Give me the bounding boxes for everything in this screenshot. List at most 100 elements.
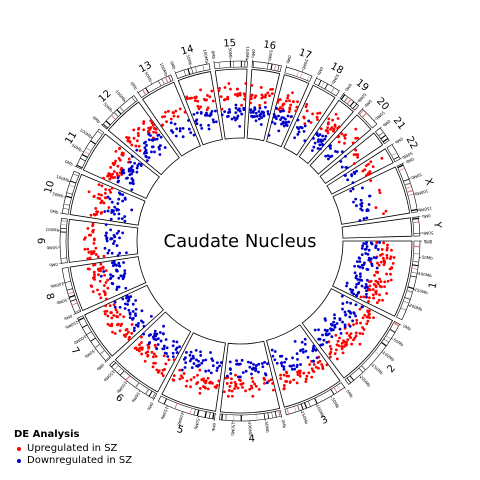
point-downregulated xyxy=(254,369,258,373)
point-downregulated xyxy=(153,137,157,141)
chromosome-label-8: 8 xyxy=(43,292,55,301)
point-downregulated xyxy=(293,340,297,343)
point-upregulated xyxy=(243,94,247,98)
point-downregulated xyxy=(355,204,358,208)
point-upregulated xyxy=(350,342,354,346)
point-downregulated xyxy=(159,135,163,139)
point-upregulated xyxy=(127,337,131,341)
point-upregulated xyxy=(324,129,328,132)
point-upregulated xyxy=(369,172,372,175)
point-downregulated xyxy=(274,106,278,110)
chromosome-label-12: 12 xyxy=(97,88,114,105)
point-downregulated xyxy=(147,342,151,346)
point-downregulated xyxy=(192,362,196,365)
point-downregulated xyxy=(365,278,369,282)
chromosome-label-7: 7 xyxy=(69,345,82,356)
point-downregulated xyxy=(327,332,331,336)
point-downregulated xyxy=(295,126,299,129)
tick-mark xyxy=(381,351,384,354)
point-downregulated xyxy=(152,334,156,338)
point-upregulated xyxy=(289,103,293,107)
point-upregulated xyxy=(329,355,332,359)
point-downregulated xyxy=(339,331,343,335)
tick-label: 100Mb xyxy=(159,62,169,77)
point-upregulated xyxy=(137,127,140,131)
point-upregulated xyxy=(196,373,199,377)
point-downregulated xyxy=(264,105,267,109)
ideogram-chr-6 xyxy=(109,360,158,400)
point-upregulated xyxy=(108,304,112,307)
tick-mark xyxy=(104,361,107,363)
point-downregulated xyxy=(352,200,355,204)
tick-mark xyxy=(399,323,402,326)
point-downregulated xyxy=(360,278,364,282)
point-downregulated xyxy=(122,168,125,172)
point-upregulated xyxy=(210,381,214,385)
point-downregulated xyxy=(204,358,208,362)
point-downregulated xyxy=(349,287,352,291)
point-upregulated xyxy=(113,176,117,179)
tick-mark xyxy=(111,111,114,114)
point-downregulated xyxy=(172,340,176,343)
point-upregulated xyxy=(210,89,214,93)
point-downregulated xyxy=(228,110,232,114)
point-upregulated xyxy=(310,375,314,379)
ideogram-chr-17 xyxy=(284,66,313,82)
point-upregulated xyxy=(302,371,306,375)
point-downregulated xyxy=(320,142,324,146)
point-downregulated xyxy=(125,294,129,298)
point-downregulated xyxy=(122,171,126,175)
point-downregulated xyxy=(324,134,328,138)
point-downregulated xyxy=(115,285,119,289)
point-upregulated xyxy=(112,314,116,317)
point-downregulated xyxy=(315,356,319,360)
point-downregulated xyxy=(300,126,304,130)
point-downregulated xyxy=(323,137,327,141)
point-downregulated xyxy=(344,154,347,158)
point-downregulated xyxy=(343,325,347,329)
point-downregulated xyxy=(228,360,232,364)
point-upregulated xyxy=(383,280,387,284)
point-upregulated xyxy=(372,296,376,300)
point-downregulated xyxy=(340,294,344,298)
point-upregulated xyxy=(134,144,138,148)
point-downregulated xyxy=(280,364,284,368)
point-upregulated xyxy=(377,282,380,286)
point-upregulated xyxy=(334,333,338,337)
ideogram-chr-12 xyxy=(101,95,138,130)
point-downregulated xyxy=(255,114,259,118)
point-upregulated xyxy=(326,126,329,130)
point-downregulated xyxy=(203,113,207,117)
point-upregulated xyxy=(270,92,274,96)
point-downregulated xyxy=(367,203,371,206)
point-upregulated xyxy=(381,256,385,260)
point-upregulated xyxy=(94,206,98,210)
point-upregulated xyxy=(314,365,318,369)
point-upregulated xyxy=(292,378,296,382)
point-upregulated xyxy=(276,101,280,104)
tick-label: 50Mb xyxy=(83,349,95,360)
point-downregulated xyxy=(376,248,380,251)
point-upregulated xyxy=(103,273,106,277)
point-upregulated xyxy=(355,321,359,325)
point-upregulated xyxy=(236,87,239,91)
tick-label: 0Mb xyxy=(169,60,177,70)
point-downregulated xyxy=(257,117,261,121)
point-downregulated xyxy=(140,309,144,313)
point-upregulated xyxy=(286,94,290,97)
point-downregulated xyxy=(178,129,182,133)
point-upregulated xyxy=(172,374,176,378)
point-downregulated xyxy=(374,256,378,260)
point-downregulated xyxy=(151,145,155,149)
point-downregulated xyxy=(200,126,204,130)
point-downregulated xyxy=(250,372,253,376)
tick-label: 150Mb xyxy=(230,422,236,436)
point-upregulated xyxy=(372,316,375,320)
point-downregulated xyxy=(106,251,110,255)
point-downregulated xyxy=(370,242,374,246)
point-downregulated xyxy=(105,239,109,243)
point-upregulated xyxy=(204,380,208,384)
point-upregulated xyxy=(342,340,346,344)
point-upregulated xyxy=(188,96,192,100)
point-downregulated xyxy=(199,123,203,127)
